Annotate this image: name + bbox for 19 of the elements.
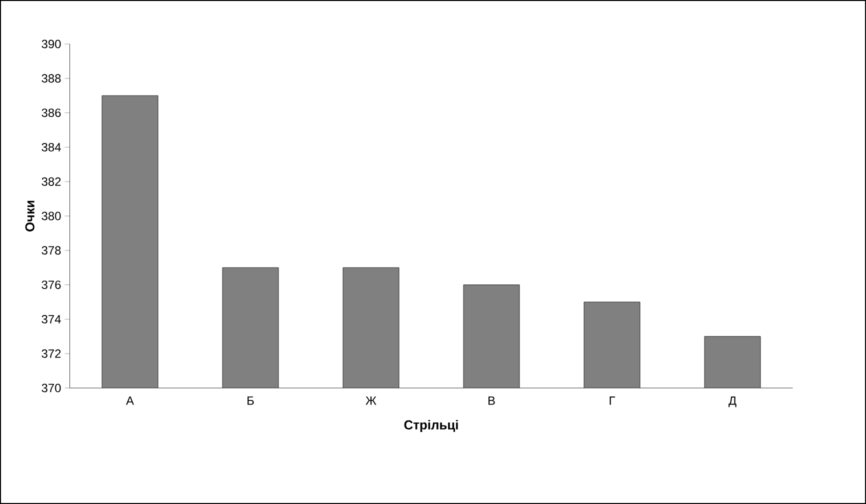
y-tick-label: 376	[42, 280, 61, 290]
y-axis-title: Очки	[25, 200, 34, 232]
x-tick-label: Б	[248, 396, 254, 405]
y-tick-label: 372	[42, 349, 61, 358]
y-tick-label: 388	[42, 74, 61, 83]
x-axis-title: Стрільці	[404, 420, 458, 432]
y-tick-label: 386	[42, 108, 61, 118]
y-tick-label: 384	[42, 142, 61, 152]
x-tick-label: Ж	[366, 396, 376, 405]
x-tick-label: Д	[728, 396, 736, 408]
x-tick-label: В	[488, 396, 495, 405]
y-tick-label: 378	[42, 246, 61, 255]
y-tick-label: 380	[42, 212, 61, 220]
y-tick-label: 370	[42, 384, 61, 392]
y-tick-label: 374	[42, 314, 61, 324]
x-tick-label: А	[126, 396, 134, 405]
y-tick-label: 390	[42, 40, 61, 48]
y-tick-label: 382	[42, 177, 61, 186]
x-tick-label: Г	[610, 396, 616, 405]
